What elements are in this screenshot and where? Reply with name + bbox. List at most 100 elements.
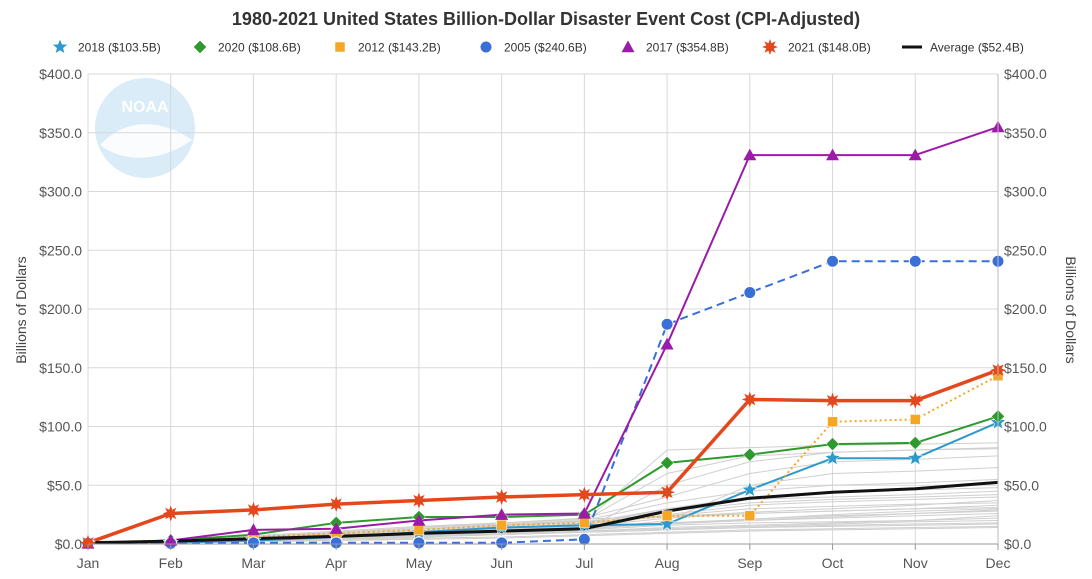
legend-item-2005-240-6b[interactable]: 2005 ($240.6B): [479, 40, 587, 55]
data-point-2017-354-8b[interactable]: [164, 533, 178, 546]
legend-item-2017-354-8b[interactable]: 2017 ($354.8B): [621, 40, 729, 55]
y-tick-label-left: $300.0: [39, 184, 82, 200]
legend-label: 2021 ($148.0B): [788, 41, 871, 55]
data-point-2012-143-2b[interactable]: [496, 519, 507, 531]
legend-label: 2017 ($354.8B): [646, 41, 729, 55]
data-point-2012-143-2b[interactable]: [827, 416, 838, 428]
x-tick-label: Nov: [903, 555, 928, 571]
x-tick-label: Mar: [241, 555, 265, 571]
chart-title: 1980-2021 United States Billion-Dollar D…: [232, 9, 860, 29]
data-point-2018-103-5b[interactable]: [658, 515, 676, 532]
data-point-2012-143-2b[interactable]: [413, 524, 425, 536]
y-tick-label-left: $350.0: [39, 125, 82, 141]
data-point-2005-240-6b[interactable]: [908, 254, 922, 268]
series-lines: [87, 126, 999, 545]
legend-swatch-square-icon[interactable]: [334, 41, 346, 53]
y-tick-label-right: $250.0: [1004, 242, 1047, 258]
x-tick-label: Oct: [822, 555, 844, 571]
y-tick-label-right: $200.0: [1004, 301, 1047, 317]
data-point-2012-143-2b[interactable]: [910, 414, 921, 425]
legend-label: 2018 ($103.5B): [78, 41, 161, 55]
y-tick-label-left: $200.0: [39, 301, 82, 317]
data-point-2017-354-8b[interactable]: [660, 337, 674, 350]
data-point-2017-354-8b[interactable]: [577, 506, 591, 519]
data-point-2012-143-2b[interactable]: [579, 517, 590, 529]
data-point-2021-148-0b[interactable]: [328, 496, 345, 512]
y-tick-label-left: $250.0: [39, 242, 82, 258]
data-point-2021-148-0b[interactable]: [576, 486, 593, 503]
y-tick-label-right: $100.0: [1004, 419, 1047, 435]
series-line-2005-240-6b: [88, 260, 998, 545]
y-tick-label-left: $150.0: [39, 360, 82, 376]
legend-item-2021-148-0b[interactable]: 2021 ($148.0B): [762, 39, 871, 55]
legend-item-average-52-4b[interactable]: Average ($52.4B): [902, 41, 1024, 55]
data-point-2018-103-5b[interactable]: [824, 449, 841, 466]
data-point-2021-148-0b[interactable]: [741, 391, 758, 408]
x-tick-label: Apr: [325, 555, 347, 571]
x-tick-label: Aug: [655, 555, 680, 571]
data-point-2018-103-5b[interactable]: [907, 449, 924, 466]
legend-swatch-triangle-icon[interactable]: [621, 40, 635, 53]
data-point-2017-354-8b[interactable]: [743, 148, 757, 161]
legend-swatch-circle-icon[interactable]: [479, 40, 493, 54]
data-point-2020-108-6b[interactable]: [908, 436, 923, 450]
data-point-2005-240-6b[interactable]: [743, 286, 757, 300]
data-point-2021-148-0b[interactable]: [824, 392, 841, 409]
legend[interactable]: 2018 ($103.5B) 2020 ($108.6B) 2012 ($143.2…: [51, 38, 1024, 55]
legend-swatch-diamond-icon[interactable]: [193, 40, 207, 54]
series-markers[interactable]: [79, 120, 1007, 551]
grid: [87, 73, 999, 545]
legend-label: 2012 ($143.2B): [358, 41, 441, 55]
y-tick-label-left: $0.0: [55, 536, 82, 552]
series-line-average-52-4b: [87, 480, 999, 545]
data-point-2021-148-0b[interactable]: [659, 484, 676, 501]
data-point-2017-354-8b[interactable]: [908, 148, 922, 161]
y-tick-label-right: $150.0: [1004, 360, 1047, 376]
series-line-2020-108-6b: [87, 415, 999, 545]
legend-item-2012-143-2b[interactable]: 2012 ($143.2B): [334, 41, 441, 55]
data-point-2020-108-6b[interactable]: [660, 456, 674, 470]
data-point-2012-143-2b[interactable]: [744, 510, 756, 522]
legend-label: Average ($52.4B): [930, 41, 1024, 55]
legend-swatch-star-icon[interactable]: [51, 38, 69, 55]
data-point-2005-240-6b[interactable]: [826, 254, 840, 268]
series-line-2021-148-0b: [87, 368, 999, 545]
y-tick-label-left: $50.0: [47, 477, 82, 493]
data-point-2018-103-5b[interactable]: [741, 481, 759, 497]
y-tick-label-right: $50.0: [1004, 477, 1039, 493]
data-point-2017-354-8b[interactable]: [826, 148, 840, 161]
noaa-logo: NOAA: [95, 78, 195, 178]
y-tick-label-right: $350.0: [1004, 125, 1047, 141]
legend-item-2020-108-6b[interactable]: 2020 ($108.6B): [193, 40, 301, 55]
data-point-2017-354-8b[interactable]: [329, 522, 343, 534]
y-tick-label-right: $0.0: [1004, 536, 1031, 552]
x-tick-label: Dec: [986, 555, 1011, 571]
data-point-2021-148-0b[interactable]: [907, 392, 924, 409]
data-point-2020-108-6b[interactable]: [742, 447, 757, 462]
x-tick-label: Jul: [575, 555, 593, 571]
y-tick-label-left: $100.0: [39, 419, 82, 435]
x-tick-label: Jun: [490, 555, 513, 571]
data-point-2017-354-8b[interactable]: [495, 508, 509, 520]
data-point-2005-240-6b[interactable]: [660, 317, 674, 331]
data-point-2017-354-8b[interactable]: [246, 523, 260, 536]
data-point-2017-354-8b[interactable]: [412, 514, 426, 526]
data-point-2021-148-0b[interactable]: [410, 492, 427, 509]
legend-item-2018-103-5b[interactable]: 2018 ($103.5B): [51, 38, 161, 55]
data-point-2020-108-6b[interactable]: [825, 437, 840, 451]
axes: $0.0 $0.0 $50.0 $50.0 $100.0 $100.0 $150.0 $150…: [39, 66, 1047, 571]
x-tick-label: Sep: [737, 555, 762, 571]
legend-swatch-burst-icon[interactable]: [762, 39, 778, 55]
data-point-2021-148-0b[interactable]: [493, 489, 510, 505]
data-point-2021-148-0b[interactable]: [162, 505, 179, 522]
y-axis-title-left: Billions of Dollars: [13, 256, 29, 363]
legend-label: 2020 ($108.6B): [218, 41, 301, 55]
data-point-2021-148-0b[interactable]: [80, 534, 96, 551]
series-line-2018-103-5b: [87, 421, 999, 545]
data-point-2021-148-0b[interactable]: [245, 501, 262, 518]
noaa-logo-text: NOAA: [121, 99, 169, 116]
legend-label: 2005 ($240.6B): [504, 41, 587, 55]
y-tick-label-left: $400.0: [39, 66, 82, 82]
data-point-2012-143-2b[interactable]: [661, 510, 673, 522]
